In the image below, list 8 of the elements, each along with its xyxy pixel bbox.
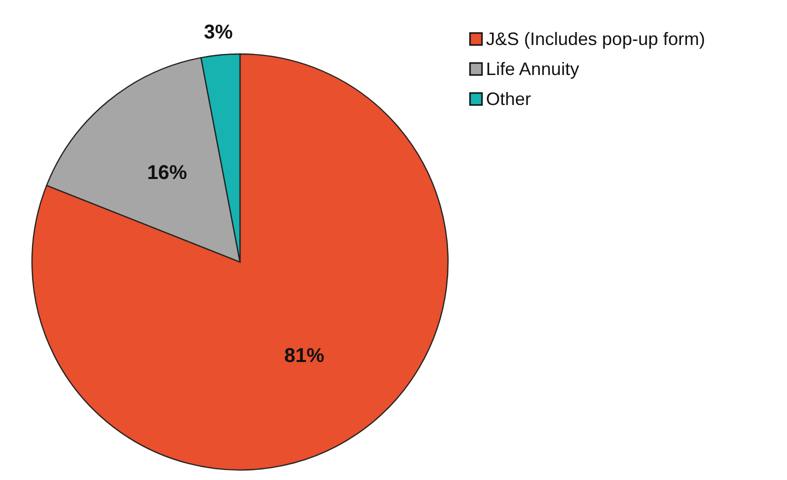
legend-label: Life Annuity [486, 58, 580, 79]
pie-slice [31, 53, 448, 470]
data-label: 3% [204, 21, 234, 44]
pie-slice [46, 57, 241, 263]
legend-label: Other [486, 88, 532, 109]
data-label: 16% [147, 162, 188, 184]
data-label: 81% [284, 344, 325, 367]
legend-label: J&S (Includes pop-up form) [486, 28, 706, 49]
